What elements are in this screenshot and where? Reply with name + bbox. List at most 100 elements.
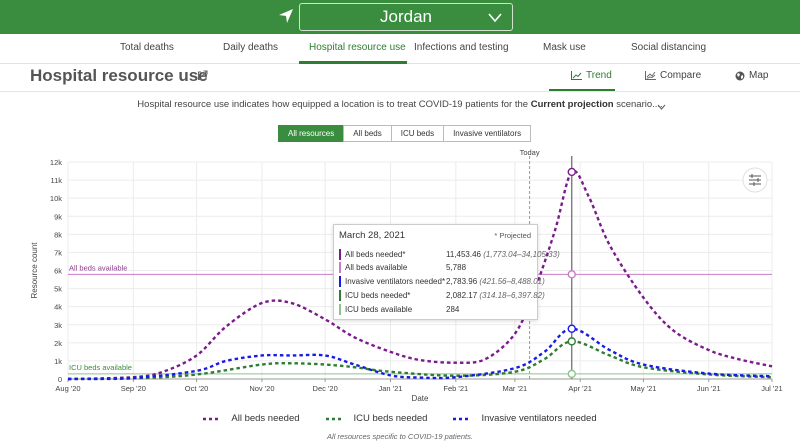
x-tick-label: Dec '20 <box>313 384 338 393</box>
tooltip-projected-note: * Projected <box>494 231 531 240</box>
filter-icu-beds[interactable]: ICU beds <box>390 125 445 142</box>
y-tick-label: 11k <box>50 176 62 185</box>
x-tick-label: Oct '20 <box>185 384 209 393</box>
y-tick-label: 1k <box>54 357 62 366</box>
x-tick-label: Feb '21 <box>443 384 468 393</box>
tooltip-swatch <box>339 290 341 301</box>
x-tick-label: Jul '21 <box>761 384 782 393</box>
tooltip-value-number: 2,783.96 <box>446 277 478 286</box>
series-line <box>67 340 773 381</box>
tab-social-distancing[interactable]: Social distancing <box>631 42 707 53</box>
page-title: Hospital resource use <box>30 66 208 85</box>
hover-marker <box>567 324 576 333</box>
filter-all-resources[interactable]: All resources <box>278 125 345 142</box>
legend-item-all-beds-needed[interactable]: All beds needed <box>203 413 300 424</box>
available-annotation: ICU beds available <box>69 363 132 372</box>
resource-filter-group: All resources All beds ICU beds Invasive… <box>278 125 532 142</box>
y-tick-label: 4k <box>54 303 62 312</box>
tooltip-label: All beds available <box>345 263 408 272</box>
view-tab-map[interactable]: Map <box>735 70 768 81</box>
chevron-down-icon <box>488 13 502 23</box>
x-tick-label: Jun '21 <box>697 384 721 393</box>
active-tab-indicator <box>299 61 407 64</box>
view-tab-map-label: Map <box>749 70 769 81</box>
tooltip-range: (1,773.04–34,105.33) <box>483 250 560 259</box>
chart-grid <box>67 161 773 380</box>
x-axis-ticks: Aug '20 Sep '20 Oct '20 Nov '20 Dec '20 Jan '… <box>55 378 783 393</box>
chart-settings-button[interactable] <box>742 167 768 193</box>
divider <box>0 91 800 92</box>
legend-item-invasive-ventilators-needed[interactable]: Invasive ventilators needed <box>453 413 597 424</box>
filter-invasive-ventilators[interactable]: Invasive ventilators <box>443 125 532 142</box>
trend-icon <box>571 71 582 80</box>
tooltip-label: ICU beds needed* <box>345 291 411 300</box>
view-tab-compare[interactable]: Compare <box>645 70 701 81</box>
sliders-icon <box>749 174 761 186</box>
hover-marker <box>567 369 576 379</box>
location-select[interactable]: Jordan <box>299 3 513 31</box>
y-tick-label: 3k <box>54 321 62 330</box>
tooltip-value: 11,453.46 (1,773.04–34,105.33) <box>446 250 560 259</box>
legend-swatch <box>325 417 344 420</box>
tooltip-range: (314.18–6,397.82) <box>479 291 545 300</box>
tooltip-label: All beds needed* <box>345 250 406 259</box>
tooltip-range: (421.56–8,488.01) <box>479 277 545 286</box>
tooltip-swatch <box>339 249 341 260</box>
compare-icon <box>645 71 656 80</box>
tooltip-swatch <box>339 304 341 315</box>
tooltip-label: Invasive ventilators needed* <box>345 277 446 286</box>
active-view-indicator <box>549 89 615 91</box>
location-arrow-icon[interactable] <box>278 8 294 24</box>
footnote: All resources specific to COVID-19 patie… <box>327 432 473 441</box>
chart-series <box>67 169 773 381</box>
x-tick-label: Jan '21 <box>379 384 403 393</box>
legend-label: All beds needed <box>231 413 300 424</box>
x-tick-label: Aug '20 <box>55 384 80 393</box>
y-tick-label: 10k <box>50 194 62 203</box>
y-tick-label: 7k <box>54 248 62 257</box>
tooltip-date: March 28, 2021 <box>339 230 406 241</box>
tab-mask-use[interactable]: Mask use <box>543 42 586 53</box>
hover-marker <box>567 270 576 279</box>
tooltip-value-number: 2,082.17 <box>446 291 478 300</box>
legend-swatch <box>453 417 472 420</box>
globe-icon <box>735 71 745 80</box>
tab-hospital-resource-use[interactable]: Hospital resource use <box>309 42 406 53</box>
tooltip-value-number: 284 <box>446 305 460 314</box>
x-tick-label: Apr '21 <box>568 384 592 393</box>
x-tick-label: May '21 <box>630 384 656 393</box>
tab-daily-deaths[interactable]: Daily deaths <box>223 42 279 53</box>
view-tab-trend-label: Trend <box>586 70 612 81</box>
filter-all-beds[interactable]: All beds <box>343 125 392 142</box>
tooltip-value: 2,783.96 (421.56–8,488.01) <box>446 277 545 286</box>
tooltip-value-number: 5,788 <box>446 263 467 272</box>
chart-tooltip: March 28, 2021 * Projected All beds need… <box>333 224 560 320</box>
tooltip-value: 5,788 <box>446 263 466 272</box>
expand-description-icon[interactable] <box>657 104 666 110</box>
hover-markers <box>567 167 576 379</box>
tooltip-value-number: 11,453.46 <box>446 250 481 259</box>
hover-marker <box>567 337 576 346</box>
tab-total-deaths[interactable]: Total deaths <box>120 42 174 53</box>
tooltip-row: ICU beds available 284 <box>339 304 535 315</box>
tab-infections-and-testing[interactable]: Infections and testing <box>414 42 509 53</box>
y-tick-label: 6k <box>54 267 62 276</box>
external-link-icon[interactable] <box>197 70 208 81</box>
tooltip-row: All beds needed* 11,453.46 (1,773.04–34,1… <box>339 249 560 260</box>
description-suffix: scenario.... <box>613 99 663 110</box>
section-tabs: Total deaths Daily deaths Hospital resou… <box>0 34 800 64</box>
legend-item-icu-beds-needed[interactable]: ICU beds needed <box>325 413 428 424</box>
legend-label: ICU beds needed <box>353 413 428 424</box>
y-tick-label: 8k <box>54 230 62 239</box>
hover-marker <box>567 167 576 177</box>
tooltip-value: 284 <box>446 305 459 314</box>
view-tab-trend[interactable]: Trend <box>571 70 612 81</box>
view-tab-compare-label: Compare <box>660 70 702 81</box>
x-tick-label: Nov '20 <box>249 384 274 393</box>
tooltip-row: ICU beds needed* 2,082.17 (314.18–6,397.8… <box>339 290 545 301</box>
y-axis-ticks: 0 1k 2k 3k 4k 5k 6k 7k 8k 9k 10k 11k 12k <box>50 158 62 384</box>
y-axis-label: Resource count <box>30 242 39 299</box>
x-tick-label: Mar '21 <box>502 384 527 393</box>
today-label: Today <box>520 148 540 157</box>
description-bold: Current projection <box>530 99 614 110</box>
